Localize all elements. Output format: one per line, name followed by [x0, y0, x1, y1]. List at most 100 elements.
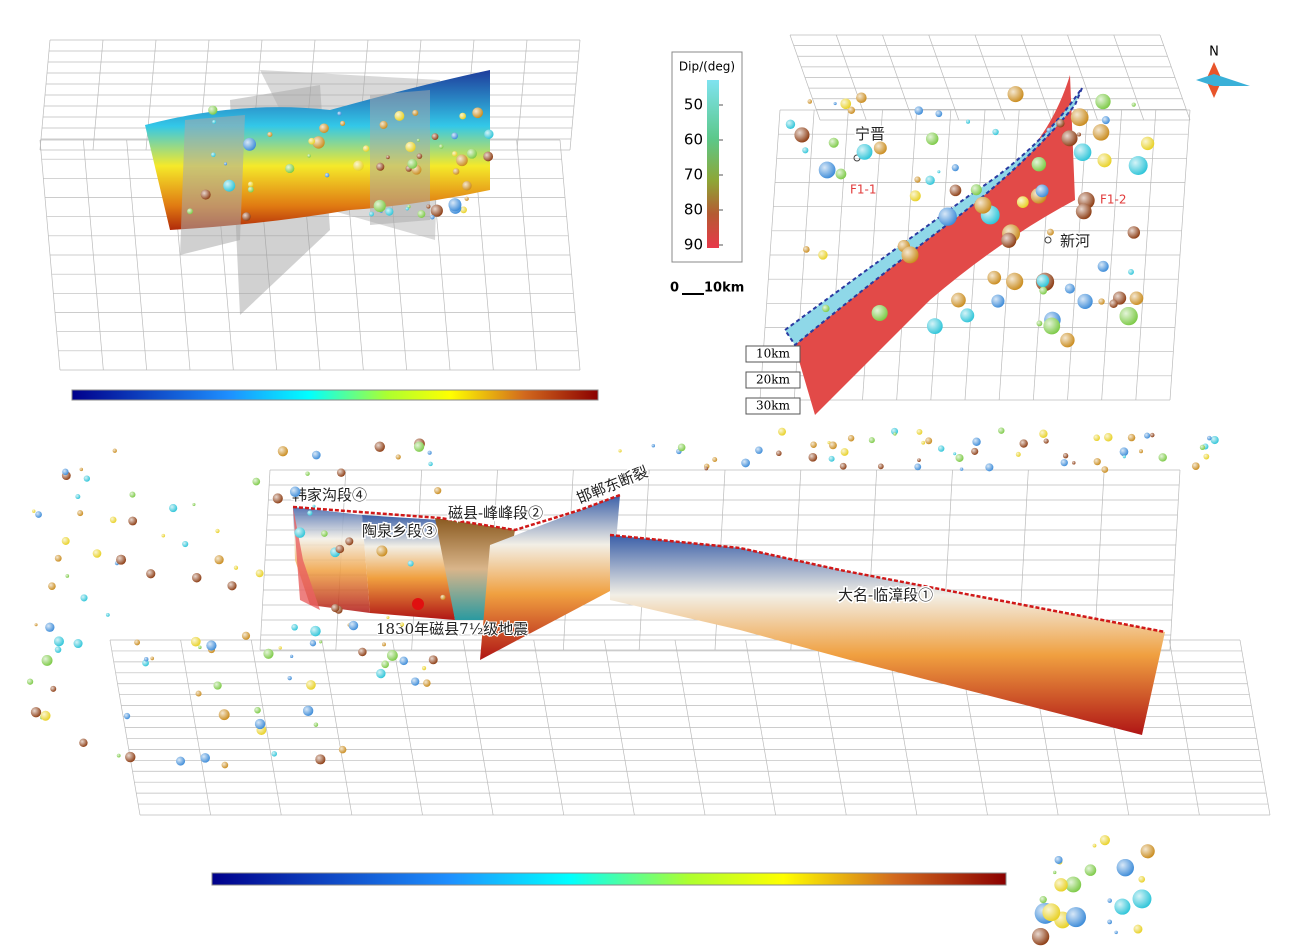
sphere-shine	[208, 105, 218, 115]
sphere-shine	[833, 102, 837, 106]
sphere-shine	[161, 533, 166, 538]
sphere-shine	[277, 446, 288, 457]
sphere-shine	[1035, 184, 1049, 198]
grid-line	[745, 639, 776, 816]
sphere-shine	[891, 427, 899, 435]
sphere-shine	[1039, 286, 1048, 295]
sphere-shine	[50, 685, 57, 692]
sphere-shine	[385, 155, 390, 160]
sphere-shine	[218, 709, 230, 721]
event-marker	[412, 598, 424, 610]
sphere-shine	[421, 666, 427, 671]
sphere-shine	[856, 92, 867, 104]
sphere-shine	[200, 753, 210, 763]
sphere-shine	[1095, 93, 1111, 110]
sphere-shine	[192, 503, 196, 507]
sphere-shine	[430, 204, 443, 217]
sphere-shine	[1060, 332, 1075, 348]
sphere-shine	[1042, 903, 1061, 922]
sphere-shine	[223, 162, 228, 166]
sphere-shine	[970, 184, 982, 196]
sphere-shine	[312, 136, 325, 149]
depth-box	[745, 397, 801, 415]
sphere-shine	[818, 161, 836, 179]
sphere-shine	[1031, 927, 1050, 946]
sphere-shine	[92, 549, 102, 558]
sphere-shine	[428, 655, 438, 665]
sphere-shine	[868, 437, 875, 444]
sphere-shine	[466, 148, 477, 159]
sphere-shine	[464, 196, 469, 201]
sphere-shine	[925, 175, 935, 185]
sphere-shine	[1127, 433, 1136, 442]
sphere-shine	[776, 450, 782, 457]
fault-surface	[790, 75, 1075, 415]
sphere-shine	[1031, 157, 1047, 172]
sphere-shine	[123, 712, 131, 720]
sphere-shine	[48, 582, 56, 590]
sphere-shine	[405, 207, 409, 211]
sphere-shine	[914, 106, 924, 115]
sphere-shine	[1139, 449, 1143, 454]
sphere-shine	[338, 745, 347, 754]
sphere-shine	[808, 452, 818, 462]
sphere-shine	[829, 441, 837, 450]
sphere-shine	[847, 435, 855, 442]
sphere-shine	[411, 677, 420, 686]
sphere-shine	[407, 560, 414, 567]
grid-line	[1169, 639, 1200, 816]
sphere-shine	[416, 153, 423, 159]
sphere-shine	[917, 458, 921, 462]
sphere-shine	[991, 294, 1005, 308]
sphere-shine	[252, 477, 261, 486]
sphere-shine	[951, 292, 966, 308]
sphere-shine	[312, 450, 321, 460]
sphere-shine	[1075, 203, 1092, 220]
legend-title: Dip/(deg)	[679, 60, 735, 74]
sphere-shine	[985, 463, 994, 472]
sphere-shine	[241, 631, 251, 640]
sphere-shine	[847, 106, 856, 114]
sphere-shine	[965, 119, 971, 124]
sphere-shine	[358, 647, 367, 657]
sphere-shine	[1084, 864, 1097, 876]
sphere-shine	[319, 123, 329, 134]
sphere-shine	[1199, 444, 1206, 451]
sphere-shine	[407, 158, 418, 169]
sphere-shine	[1158, 453, 1167, 462]
sphere-shine	[336, 468, 346, 477]
fault-surface	[362, 515, 455, 620]
sphere-shine	[303, 705, 314, 716]
sphere-shine	[143, 656, 149, 662]
sphere-shine	[405, 141, 416, 152]
sphere-shine	[291, 624, 298, 631]
segment-label: 韩家沟段④	[292, 486, 367, 504]
segment-label: 磁县-峰峰段②	[448, 504, 543, 522]
sphere-shine	[307, 154, 311, 158]
sphere-shine	[315, 754, 326, 765]
sphere-shine	[1047, 228, 1054, 236]
sphere-shine	[32, 509, 36, 513]
sphere-shine	[828, 455, 835, 462]
sphere-shine	[755, 446, 763, 454]
sphere-shine	[803, 246, 810, 253]
sphere-shine	[1119, 447, 1129, 457]
sphere-shine	[243, 137, 257, 151]
sphere-shine	[1053, 870, 1057, 875]
sphere-shine	[142, 659, 149, 667]
sphere-shine	[460, 206, 467, 214]
grid-line	[559, 139, 581, 371]
sphere-shine	[992, 128, 999, 136]
sphere-shine	[271, 751, 277, 757]
sphere-shine	[704, 466, 709, 471]
grid-line	[1169, 469, 1181, 651]
sphere-shine	[379, 120, 388, 129]
sphere-shine	[30, 707, 42, 718]
sphere-shine	[1116, 859, 1134, 877]
sphere-shine	[394, 111, 405, 121]
fault-surface	[293, 507, 320, 610]
depth-label: 10km	[756, 347, 791, 361]
sphere-shine	[369, 211, 374, 217]
sphere-shine	[618, 449, 622, 453]
compass	[1196, 74, 1250, 86]
